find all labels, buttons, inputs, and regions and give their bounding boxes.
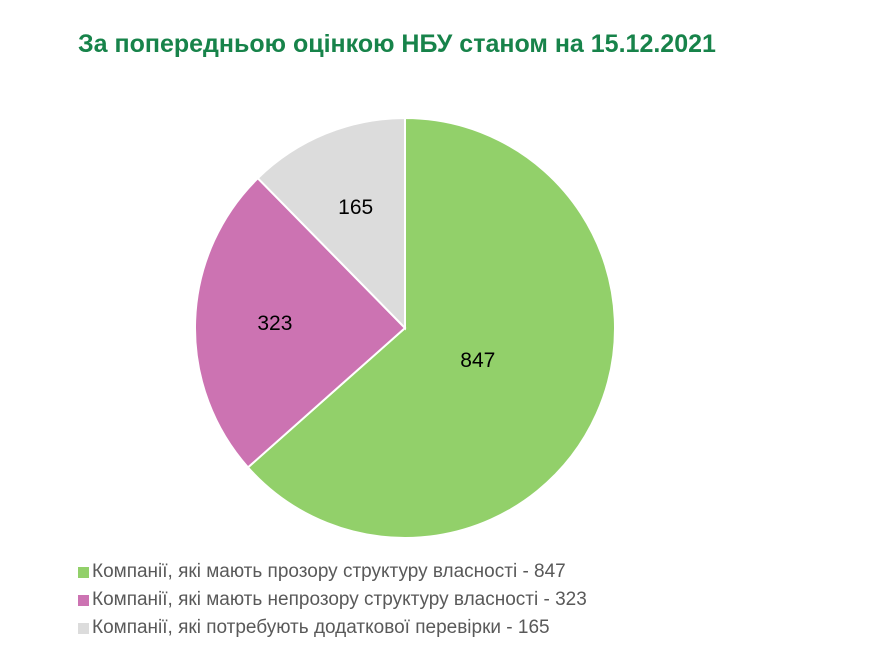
- pie-slice-needs-check: [256, 116, 406, 331]
- data-label-needs-check: 165: [338, 196, 373, 219]
- pie-slice-transparent: [246, 116, 616, 539]
- legend-label-transparent: Компанії, які мають прозору структуру вл…: [92, 561, 566, 582]
- legend-label-needs-check: Компанії, які потребують додаткової пере…: [92, 617, 550, 638]
- chart-title: За попередньою оцінкою НБУ станом на 15.…: [78, 30, 716, 58]
- legend-item-needs-check: Компанії, які потребують додаткової пере…: [78, 614, 587, 642]
- legend-swatch-needs-check: [78, 622, 89, 634]
- legend-item-transparent: Компанії, які мають прозору структуру вл…: [78, 558, 587, 586]
- pie-slice-opaque: [194, 176, 407, 469]
- legend-swatch-transparent: [78, 566, 89, 578]
- legend-swatch-opaque: [78, 594, 89, 606]
- data-label-opaque: 323: [257, 312, 292, 335]
- data-label-transparent: 847: [460, 349, 495, 372]
- legend-item-opaque: Компанії, які мають непрозору структуру …: [78, 586, 587, 614]
- legend: Компанії, які мають прозору структуру вл…: [78, 558, 587, 642]
- legend-label-opaque: Компанії, які мають непрозору структуру …: [92, 589, 587, 610]
